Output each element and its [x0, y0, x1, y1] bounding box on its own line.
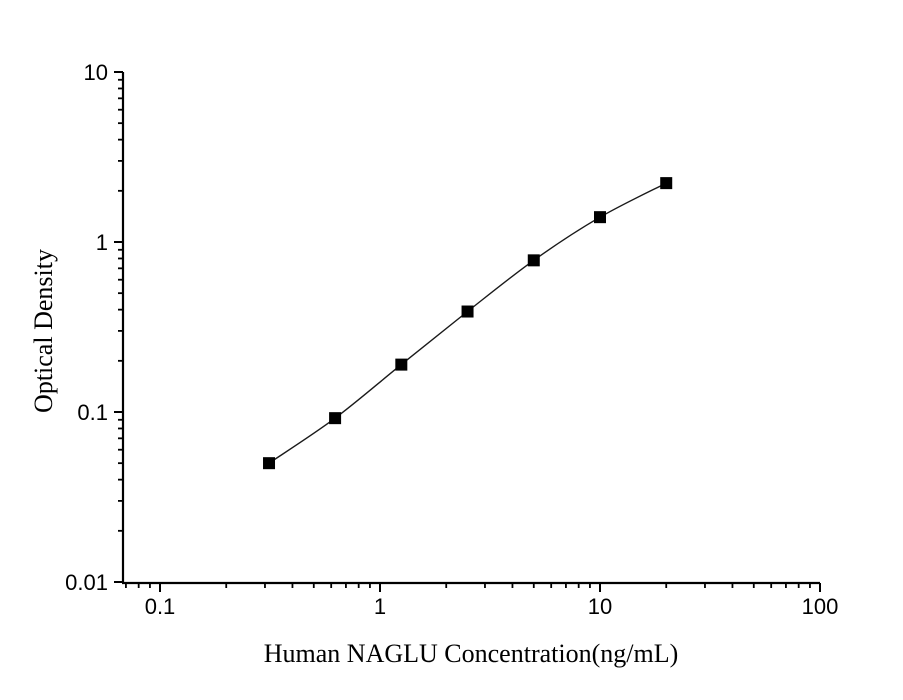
y-tick-label: 1	[96, 230, 108, 255]
data-point-marker	[395, 358, 408, 371]
x-tick-label: 100	[802, 594, 839, 619]
data-point-marker	[594, 211, 606, 224]
data-point-marker	[329, 412, 342, 425]
x-axis-ticks: 0.1 1 10 100	[125, 583, 839, 619]
y-axis-title: Optical Density	[29, 249, 58, 413]
data-point-marker	[461, 305, 474, 318]
y-tick-label: 10	[84, 60, 108, 85]
x-tick-label: 1	[374, 594, 386, 619]
curve-line	[268, 182, 667, 464]
data-point-marker	[527, 254, 540, 267]
data-series	[263, 177, 673, 470]
x-tick-label: 0.1	[145, 594, 176, 619]
data-point-marker	[660, 177, 673, 190]
data-point-marker	[263, 457, 276, 470]
y-tick-label: 0.1	[77, 400, 108, 425]
y-axis-ticks: 0.01 0.1 1 10	[65, 60, 123, 595]
x-tick-label: 10	[588, 594, 612, 619]
y-tick-label: 0.01	[65, 570, 108, 595]
x-axis-title: Human NAGLU Concentration(ng/mL)	[264, 639, 678, 668]
